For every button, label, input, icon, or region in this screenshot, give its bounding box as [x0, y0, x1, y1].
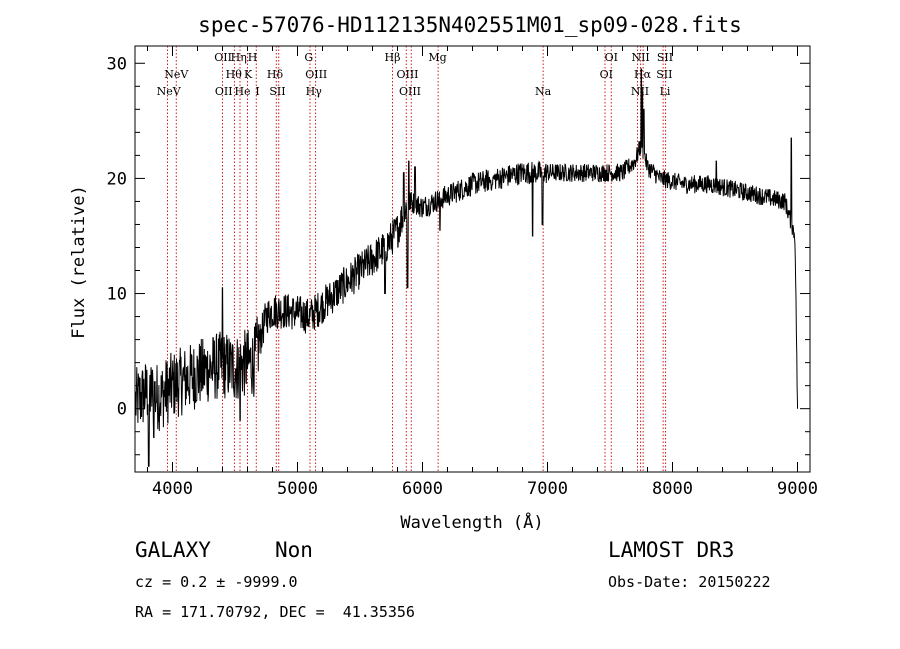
line-marker-label: I [255, 85, 259, 98]
object-class: GALAXY [135, 538, 211, 562]
line-marker-label: OII [214, 51, 232, 64]
line-marker-label: NII [631, 85, 649, 98]
line-marker-label: Hβ [385, 51, 401, 64]
line-marker-label: H [248, 51, 258, 64]
line-marker-label: OI [600, 68, 613, 81]
line-marker-label: OII [215, 85, 233, 98]
x-axis-label: Wavelength (Å) [400, 511, 543, 533]
observation-date: Obs-Date: 20150222 [608, 573, 771, 591]
line-marker-label: Mg [428, 51, 446, 64]
x-tick: 7000 [527, 46, 568, 499]
y-tick: 0 [117, 400, 810, 420]
y-axis-label: Flux (relative) [69, 185, 89, 339]
svg-text:7000: 7000 [527, 479, 568, 499]
svg-text:20: 20 [107, 169, 127, 189]
redshift-cz: cz = 0.2 ± -9999.0 [135, 573, 298, 591]
line-marker-label: OIII [305, 68, 327, 81]
svg-text:8000: 8000 [652, 479, 693, 499]
coordinates: RA = 171.70792, DEC = 41.35356 [135, 603, 415, 621]
svg-text:10: 10 [107, 285, 127, 305]
line-marker-label: K [244, 68, 253, 81]
plot-frame [134, 45, 811, 473]
x-tick: 4000 [152, 46, 193, 499]
line-marker-label: G [304, 51, 313, 64]
survey-name: LAMOST DR3 [608, 538, 735, 562]
svg-text:5000: 5000 [277, 479, 318, 499]
svg-text:4000: 4000 [152, 479, 193, 499]
line-marker-label: He [234, 85, 250, 98]
line-marker-label: Li [660, 85, 671, 98]
line-marker-label: SII [657, 51, 673, 64]
line-marker-labels: NeV NeV OII OII Hθ Hη He KH I Hδ SII G OIII Hγ Hβ OIII O… [157, 51, 674, 98]
spectrum-line [135, 68, 798, 467]
line-marker-label: Hη [231, 51, 247, 64]
line-marker-label: Hα [634, 68, 652, 81]
x-tick: 8000 [652, 46, 693, 499]
svg-text:0: 0 [117, 400, 127, 420]
chart-title: spec-57076-HD112135N402551M01_sp09-028.f… [198, 13, 742, 37]
line-marker-label: OI [605, 51, 618, 64]
line-marker-lines [167, 46, 667, 472]
line-marker-label: NeV [157, 85, 182, 98]
y-tick: 30 [107, 54, 810, 74]
y-tick: 10 [107, 285, 810, 305]
x-axis-ticks: 4000 5000 6000 7000 8000 9000 [147, 46, 818, 499]
line-marker-label: SII [656, 68, 672, 81]
spectrum-series [135, 68, 798, 467]
line-marker-label: Hγ [306, 85, 323, 98]
line-marker-label: Na [535, 85, 552, 98]
line-marker-label: Hθ [226, 68, 243, 81]
y-axis-ticks: 0 10 20 30 [107, 54, 810, 456]
x-tick: 5000 [277, 46, 318, 499]
svg-text:30: 30 [107, 54, 127, 74]
line-marker-label: SII [269, 85, 285, 98]
line-marker-label: OIII [396, 68, 418, 81]
line-marker-label: NII [631, 51, 649, 64]
y-tick: 20 [107, 169, 810, 189]
line-marker-label: OIII [399, 85, 421, 98]
svg-text:6000: 6000 [402, 479, 443, 499]
x-tick: 9000 [777, 46, 818, 499]
line-marker-label: Hδ [267, 68, 284, 81]
x-tick: 6000 [402, 46, 443, 499]
object-subclass: Non [275, 538, 313, 562]
line-marker-label: NeV [164, 68, 189, 81]
svg-text:9000: 9000 [777, 479, 818, 499]
